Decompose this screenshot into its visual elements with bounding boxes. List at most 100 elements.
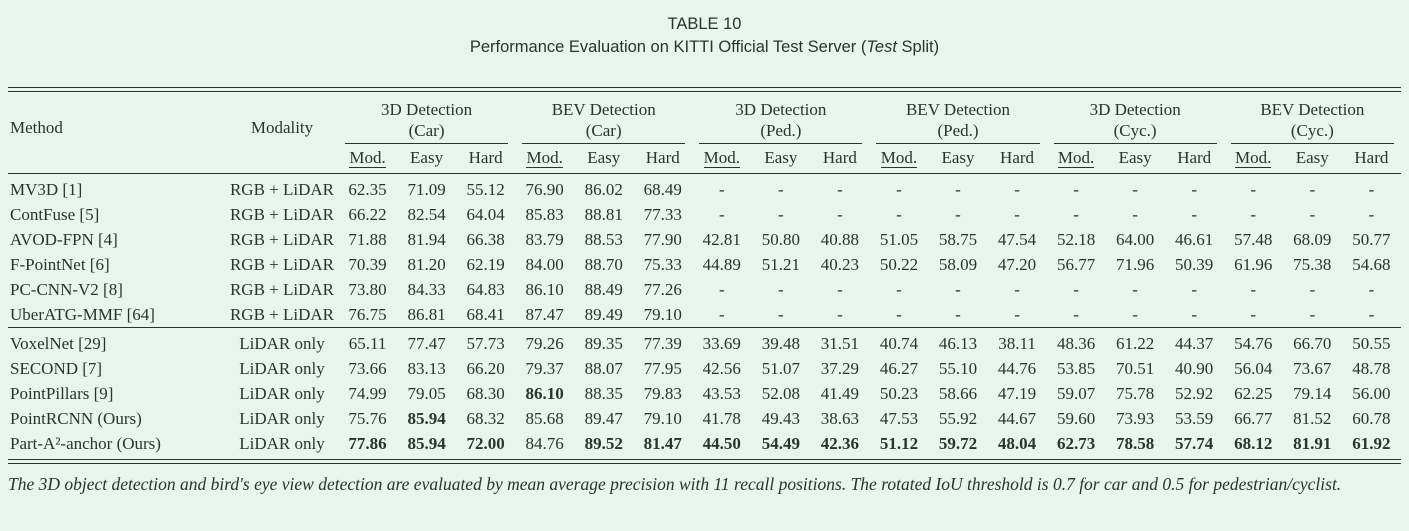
value-cell: 88.53 [584, 229, 623, 249]
value-cell: - [837, 279, 843, 299]
value-cell: 62.73 [1056, 433, 1096, 453]
modality-cell: RGB + LiDAR [229, 204, 335, 224]
bottom-rule [8, 458, 1401, 464]
value-cell: - [896, 279, 902, 299]
value-cell: - [837, 304, 843, 324]
value-cell: 54.68 [1352, 254, 1391, 274]
value-cell: 66.38 [466, 229, 505, 249]
method-cell: VoxelNet [29] [10, 333, 107, 353]
value-cell: 47.53 [879, 408, 919, 428]
value-cell: 85.83 [525, 204, 564, 224]
value-cell: 65.11 [348, 333, 387, 353]
value-cell: 57.48 [1234, 229, 1273, 249]
value-cell: 77.39 [643, 333, 682, 353]
value-cell: - [1191, 279, 1198, 299]
value-cell: - [718, 179, 725, 199]
value-cell: - [1132, 279, 1138, 299]
value-cell: 76.75 [348, 304, 387, 324]
value-cell: 64.04 [466, 204, 505, 224]
value-cell: - [1132, 179, 1138, 199]
table-row: MV3D [1] RGB + LiDAR 62.35 71.09 55.12 76.90 8… [8, 173, 1401, 202]
table-row: F-PointNet [6] RGB + LiDAR 70.39 81.20 62.19… [8, 252, 1401, 277]
value-cell: 31.51 [820, 333, 860, 353]
group-title: 3D Detection [381, 99, 473, 119]
value-cell: - [1250, 179, 1257, 199]
value-cell: 86.10 [525, 383, 564, 403]
value-cell: 46.61 [1175, 229, 1214, 249]
group-header-label: BEV Detection (Car) [522, 99, 686, 144]
group-header: 3D Detection (Ped.) [692, 92, 869, 145]
value-cell: - [778, 279, 784, 299]
value-cell: 79.05 [407, 383, 446, 403]
value-cell: - [1014, 179, 1020, 199]
value-cell: 48.36 [1056, 333, 1096, 353]
subcol-header: Hard [1177, 147, 1212, 167]
subcol-header: Mod. [869, 145, 928, 174]
group-subtitle: (Car) [585, 120, 622, 140]
group-header: 3D Detection (Car) [338, 92, 515, 145]
table-row: ContFuse [5] RGB + LiDAR 66.22 82.54 64.04 85… [8, 202, 1401, 227]
value-cell: 51.05 [879, 229, 919, 249]
value-cell: 72.00 [466, 433, 505, 453]
subcol-header: Mod. [515, 145, 574, 174]
value-cell: 56.77 [1056, 254, 1096, 274]
value-cell: 51.12 [879, 433, 919, 453]
value-cell: 68.09 [1293, 229, 1332, 249]
value-cell: 46.13 [938, 333, 978, 353]
value-cell: 57.74 [1175, 433, 1214, 453]
table-row: PointRCNN (Ours) LiDAR only 75.76 85.94 68.3… [8, 406, 1401, 431]
value-cell: - [718, 279, 725, 299]
value-cell: 73.67 [1293, 358, 1332, 378]
value-cell: - [955, 179, 961, 199]
method-cell: PC-CNN-V2 [8] [10, 279, 123, 299]
value-cell: - [1191, 179, 1198, 199]
group-header: BEV Detection (Cyc.) [1224, 92, 1401, 145]
value-cell: - [1309, 279, 1316, 299]
value-cell: 64.00 [1116, 229, 1155, 249]
value-cell: - [896, 204, 902, 224]
value-cell: - [1191, 204, 1198, 224]
caption-italic-word: Test [866, 38, 897, 57]
value-cell: 53.59 [1175, 408, 1214, 428]
value-cell: 68.32 [466, 408, 505, 428]
method-cell: UberATG-MMF [64] [10, 304, 155, 324]
modality-cell: RGB + LiDAR [229, 279, 335, 299]
value-cell: 62.19 [466, 254, 505, 274]
value-cell: 58.66 [938, 383, 978, 403]
value-cell: - [718, 304, 725, 324]
group-subtitle: (Ped.) [760, 120, 802, 140]
value-cell: 51.21 [761, 254, 800, 274]
value-cell: - [1014, 304, 1020, 324]
value-cell: 61.22 [1116, 333, 1155, 353]
value-cell: 75.33 [643, 254, 682, 274]
value-cell: - [1309, 179, 1316, 199]
value-cell: 50.80 [761, 229, 800, 249]
subcol-header-label: Mod. [880, 147, 918, 168]
value-cell: 77.33 [643, 204, 682, 224]
value-cell: 44.67 [997, 408, 1037, 428]
value-cell: 58.75 [938, 229, 978, 249]
value-cell: 54.76 [1234, 333, 1273, 353]
group-header: BEV Detection (Car) [515, 92, 692, 145]
value-cell: 47.20 [997, 254, 1037, 274]
table-footnote: The 3D object detection and bird's eye v… [8, 473, 1342, 494]
value-cell: 73.66 [348, 358, 387, 378]
value-cell: 50.77 [1352, 229, 1391, 249]
value-cell: 48.04 [997, 433, 1037, 453]
value-cell: 85.94 [407, 433, 446, 453]
value-cell: 66.20 [466, 358, 505, 378]
value-cell: 52.92 [1175, 383, 1214, 403]
value-cell: 41.78 [702, 408, 741, 428]
value-cell: 81.94 [407, 229, 446, 249]
modality-cell: LiDAR only [239, 433, 325, 453]
subcol-header: Hard [822, 147, 857, 167]
subcol-header: Easy [410, 147, 444, 167]
value-cell: - [778, 204, 784, 224]
value-cell: 89.49 [584, 304, 623, 324]
value-cell: 70.51 [1116, 358, 1155, 378]
group-title: 3D Detection [1089, 99, 1181, 119]
value-cell: 41.49 [820, 383, 860, 403]
group-title: BEV Detection [905, 99, 1010, 119]
value-cell: 50.22 [879, 254, 919, 274]
value-cell: 86.81 [407, 304, 446, 324]
